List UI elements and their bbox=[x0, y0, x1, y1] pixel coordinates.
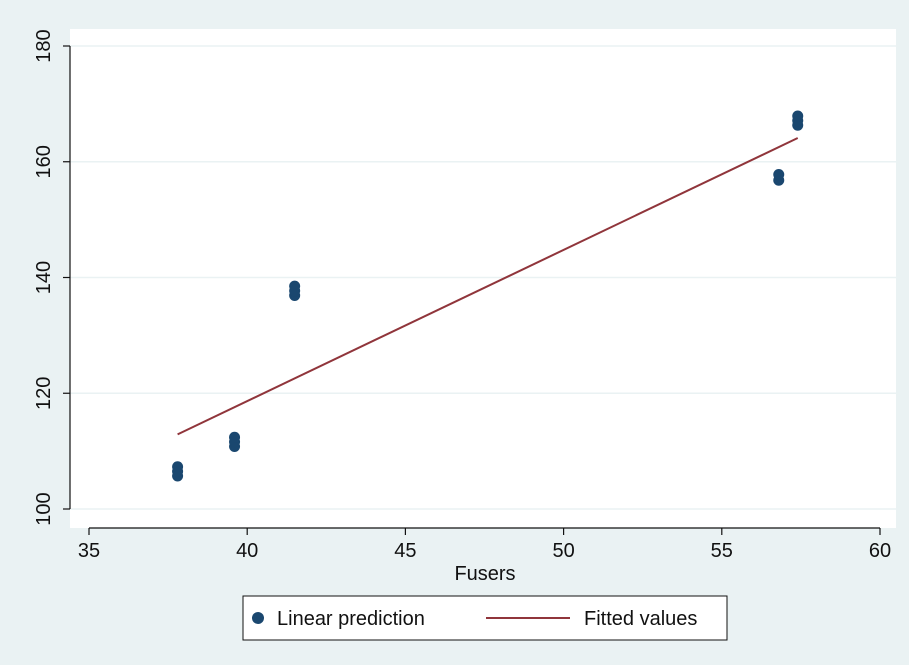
legend-marker-linear-prediction bbox=[252, 612, 264, 624]
x-axis: 35 40 45 50 55 60 bbox=[78, 527, 891, 562]
plot-area bbox=[70, 29, 896, 528]
y-axis: 100 120 140 160 180 bbox=[33, 29, 71, 526]
data-point bbox=[289, 280, 301, 292]
data-point bbox=[773, 168, 785, 180]
y-tick-label-100: 100 bbox=[33, 492, 55, 525]
data-point bbox=[792, 110, 804, 122]
x-tick-label-55: 55 bbox=[711, 540, 733, 562]
x-tick-label-45: 45 bbox=[394, 540, 416, 562]
fitted-values-line bbox=[177, 137, 799, 436]
legend-label-fitted-values: Fitted values bbox=[584, 608, 697, 630]
data-point bbox=[229, 431, 241, 443]
y-tick-label-180: 180 bbox=[33, 29, 55, 62]
legend-box bbox=[242, 595, 728, 641]
y-tick-label-160: 160 bbox=[33, 145, 55, 178]
y-tick-label-140: 140 bbox=[33, 261, 55, 294]
gridlines bbox=[70, 45, 896, 510]
x-tick-label-35: 35 bbox=[78, 540, 100, 562]
data-point bbox=[172, 461, 184, 473]
y-tick-label-120: 120 bbox=[33, 377, 55, 410]
x-tick-label-50: 50 bbox=[552, 540, 574, 562]
scatter-series bbox=[172, 110, 804, 482]
legend: Linear prediction Fitted values bbox=[242, 595, 728, 641]
x-tick-label-60: 60 bbox=[869, 540, 891, 562]
legend-label-linear-prediction: Linear prediction bbox=[277, 608, 425, 630]
fitted-line-series bbox=[177, 137, 799, 436]
x-axis-title: Fusers bbox=[454, 563, 515, 585]
x-tick-label-40: 40 bbox=[236, 540, 258, 562]
